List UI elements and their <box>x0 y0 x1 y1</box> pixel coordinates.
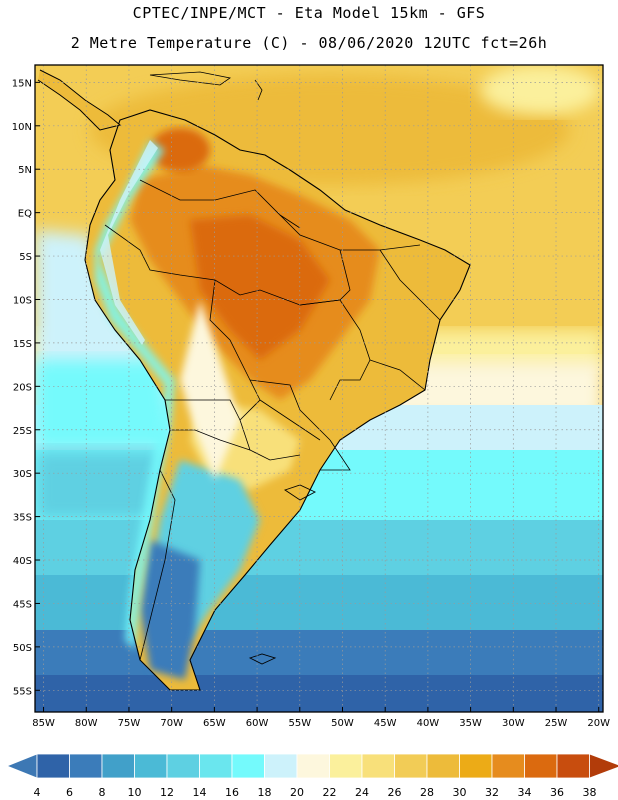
colorbar-swatch <box>199 753 233 779</box>
lat-label: 20S <box>13 382 32 393</box>
colorbar-label: 10 <box>128 786 142 799</box>
colorbar-swatch <box>524 753 558 779</box>
lon-label: 20W <box>587 718 610 729</box>
country-borders <box>104 179 441 661</box>
colorbar-swatch <box>556 753 590 779</box>
colorbar-label: 18 <box>258 786 272 799</box>
lat-label: 50S <box>13 643 32 654</box>
chart-title: CPTEC/INPE/MCT - Eta Model 15km - GFS <box>132 4 486 22</box>
lat-label: 5S <box>19 252 32 263</box>
colorbar-swatch <box>329 753 363 779</box>
lon-label: 55W <box>288 718 311 729</box>
chart-subtitle: 2 Metre Temperature (C) - 08/06/2020 12U… <box>70 34 548 52</box>
colorbar-label: 28 <box>420 786 434 799</box>
colorbar-label: 20 <box>290 786 304 799</box>
colorbar: 4 6 8 10 12 14 16 18 20 22 24 26 28 30 32 34 36 38 <box>5 753 618 799</box>
colorbar-label: 30 <box>453 786 467 799</box>
lat-label: 40S <box>13 556 32 567</box>
colorbar-swatch <box>101 753 135 779</box>
lat-label: 25S <box>13 426 32 437</box>
colorbar-label: 12 <box>160 786 174 799</box>
lon-label: 40W <box>417 718 440 729</box>
longitude-labels: 85W 80W 75W 70W 65W 60W 55W 50W 45W 40W 35W 30W 25W 2… <box>32 707 610 729</box>
colorbar-label: 8 <box>99 786 106 799</box>
lon-label: 50W <box>331 718 354 729</box>
colorbar-swatch <box>69 753 103 779</box>
lon-label: 75W <box>118 718 141 729</box>
colorbar-swatch <box>426 753 460 779</box>
lon-label: 35W <box>459 718 482 729</box>
map-frame <box>34 64 604 713</box>
lat-label: 10N <box>12 122 32 133</box>
colorbar-swatch <box>394 753 428 779</box>
colorbar-label: 22 <box>323 786 337 799</box>
colorbar-label: 26 <box>388 786 402 799</box>
graticule <box>35 65 603 712</box>
colorbar-swatch <box>491 753 525 779</box>
colorbar-label: 6 <box>66 786 73 799</box>
colorbar-swatch <box>459 753 493 779</box>
lat-label: 30S <box>13 469 32 480</box>
lon-label: 65W <box>203 718 226 729</box>
colorbar-label: 14 <box>193 786 207 799</box>
colorbar-label: 16 <box>225 786 239 799</box>
temperature-field <box>35 65 603 712</box>
colorbar-swatch <box>296 753 330 779</box>
colorbar-swatch <box>361 753 395 779</box>
colorbar-label: 38 <box>583 786 597 799</box>
lon-label: 30W <box>502 718 525 729</box>
lon-label: 60W <box>246 718 269 729</box>
lat-label: 10S <box>13 295 32 306</box>
colorbar-swatch <box>264 753 298 779</box>
colorbar-label: 24 <box>355 786 369 799</box>
lat-label: 35S <box>13 513 32 524</box>
colorbar-label: 36 <box>550 786 564 799</box>
lat-label: EQ <box>18 209 32 220</box>
latitude-labels: 15N 10N 5N EQ 5S 10S 15S 20S 25S 30S 35S 40S 45S 50S 5… <box>12 78 40 697</box>
lon-label: 45W <box>374 718 397 729</box>
colorbar-label: 32 <box>485 786 499 799</box>
lon-label: 85W <box>32 718 55 729</box>
lon-label: 70W <box>160 718 183 729</box>
lat-label: 15N <box>12 78 32 89</box>
colorbar-label: 4 <box>34 786 41 799</box>
lon-label: 25W <box>545 718 568 729</box>
colorbar-low-arrow <box>5 753 38 779</box>
lat-label: 55S <box>13 686 32 697</box>
lon-label: 80W <box>75 718 98 729</box>
colorbar-swatch <box>134 753 168 779</box>
colorbar-swatch <box>36 753 70 779</box>
colorbar-swatch <box>231 753 265 779</box>
colorbar-label: 34 <box>518 786 532 799</box>
lat-label: 45S <box>13 599 32 610</box>
colorbar-swatch <box>166 753 200 779</box>
colorbar-high-arrow <box>589 753 618 779</box>
coastline <box>84 109 471 691</box>
lat-label: 5N <box>18 165 32 176</box>
lat-label: 15S <box>13 339 32 350</box>
